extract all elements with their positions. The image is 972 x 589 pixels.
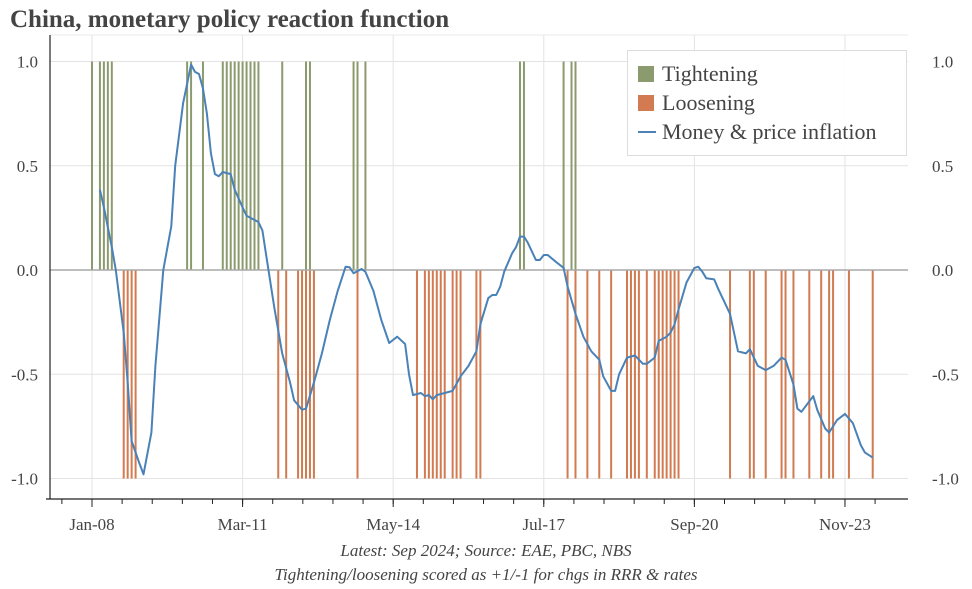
chart-title: China, monetary policy reaction function — [10, 6, 450, 33]
y-tick-label-left: -1.0 — [11, 470, 38, 489]
y-tick-label-left: 0.0 — [17, 261, 38, 280]
x-tick-label: Jul-17 — [523, 515, 566, 534]
y-tick-label-left: 1.0 — [17, 53, 38, 72]
x-tick-label: May-14 — [366, 515, 420, 534]
y-tick-label-left: -0.5 — [11, 365, 38, 384]
source-note: Latest: Sep 2024; Source: EAE, PBC, NBS — [340, 541, 632, 560]
y-tick-label-right: 1.0 — [932, 53, 953, 72]
y-tick-label-right: 0.5 — [932, 157, 953, 176]
y-tick-label-right: 0.0 — [932, 261, 953, 280]
legend-item-tightening: Tightening — [638, 61, 758, 87]
loosening-swatch-icon — [638, 95, 654, 111]
y-tick-label-right: -0.5 — [932, 365, 959, 384]
line-swatch-icon — [638, 131, 656, 133]
legend-item-inflation: Money & price inflation — [638, 119, 876, 145]
method-note: Tightening/loosening scored as +1/-1 for… — [274, 565, 698, 584]
legend-item-loosening: Loosening — [638, 90, 755, 116]
x-tick-label: Sep-20 — [670, 515, 718, 534]
legend: Tightening Loosening Money & price infla… — [627, 50, 907, 156]
x-tick-label: Jan-08 — [69, 515, 114, 534]
y-tick-label-right: -1.0 — [932, 470, 959, 489]
inflation-line — [98, 63, 874, 476]
y-tick-label-left: 0.5 — [17, 157, 38, 176]
legend-label: Tightening — [662, 61, 758, 86]
legend-label: Money & price inflation — [662, 119, 877, 144]
tightening-swatch-icon — [638, 66, 654, 82]
x-tick-label: Mar-11 — [218, 515, 268, 534]
x-tick-label: Nov-23 — [819, 515, 871, 534]
legend-label: Loosening — [662, 90, 755, 115]
